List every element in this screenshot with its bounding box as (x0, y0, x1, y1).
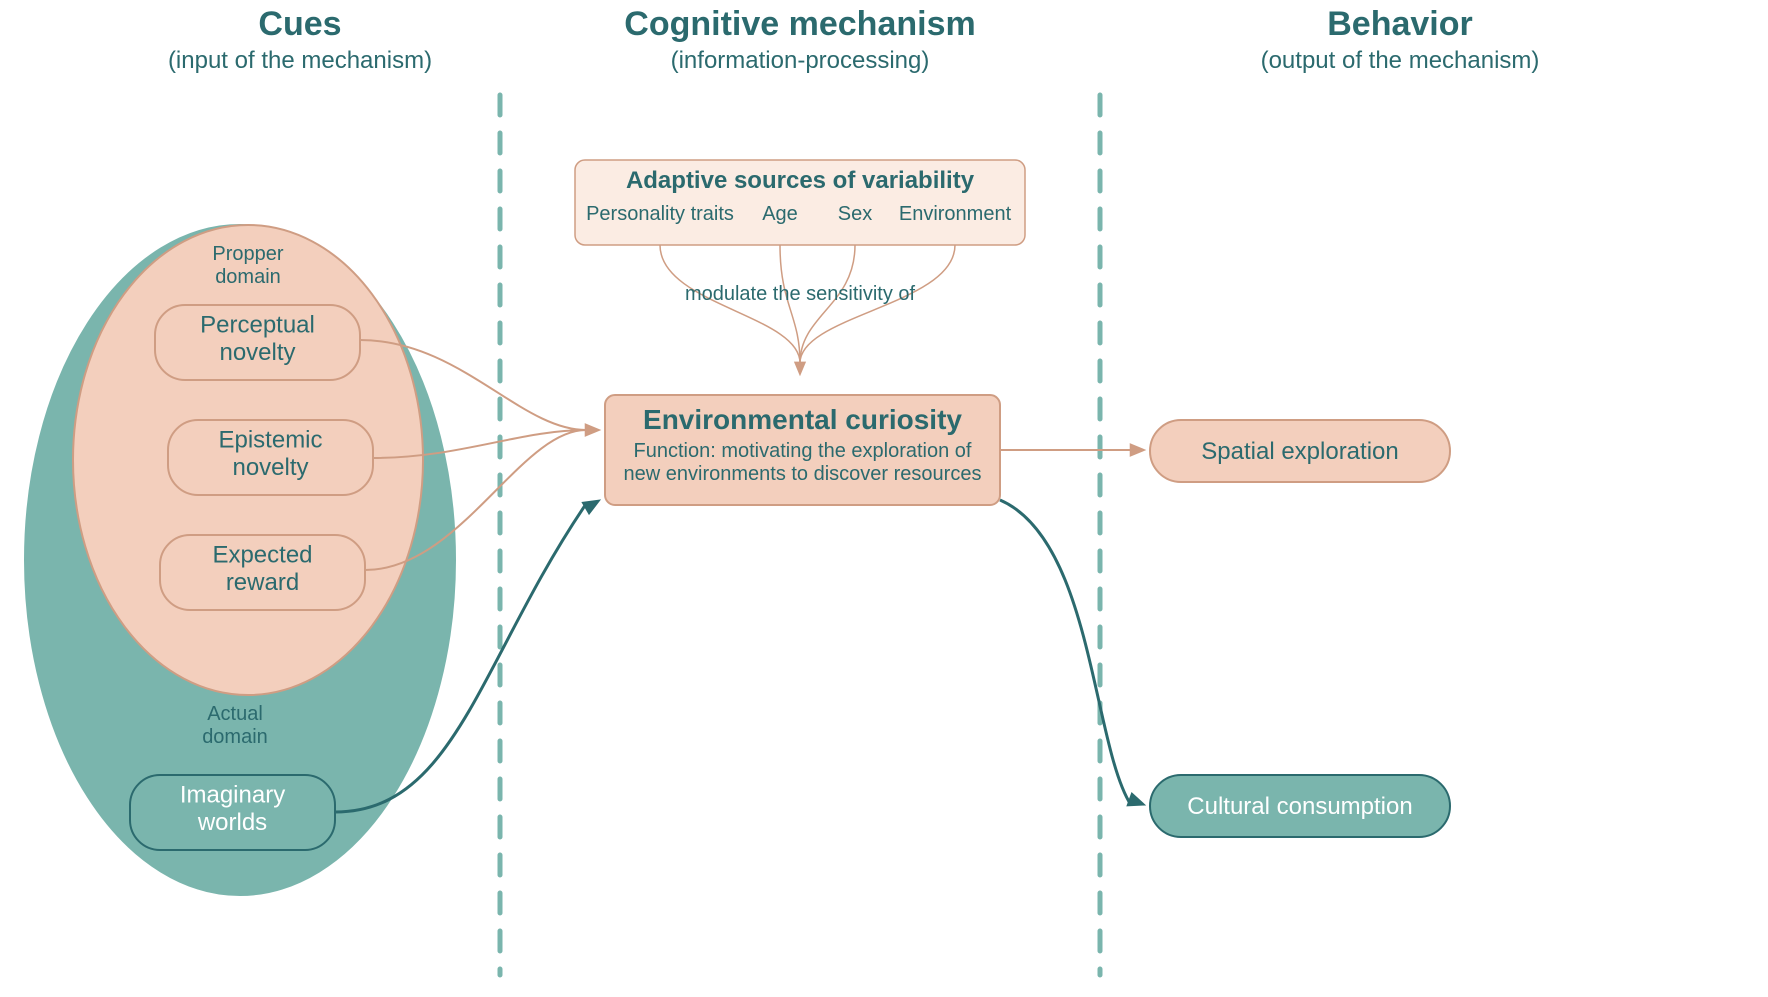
center-box-subtitle: Function: motivating the exploration ofn… (624, 440, 982, 485)
variability-item-3: Environment (899, 203, 1012, 225)
variability-caption: modulate the sensitivity of (685, 283, 916, 305)
cue-expected-reward-label: Expectedreward (212, 542, 312, 597)
variability-item-2: Sex (838, 203, 872, 225)
cue-epistemic-novelty-label: Epistemicnovelty (218, 427, 322, 482)
column-subtitle-mechanism: (information-processing) (671, 47, 930, 74)
variability-item-1: Age (762, 203, 798, 225)
variability-item-0: Personality traits (586, 203, 734, 225)
column-subtitle-behavior: (output of the mechanism) (1261, 47, 1540, 74)
behavior-spatial-exploration-label: Spatial exploration (1201, 438, 1398, 465)
behavior-cultural-consumption-label: Cultural consumption (1187, 793, 1412, 820)
proper-domain-label: Propperdomain (212, 243, 283, 288)
column-title-cues: Cues (258, 5, 341, 43)
column-title-mechanism: Cognitive mechanism (624, 5, 975, 43)
center-box-title: Environmental curiosity (643, 404, 962, 435)
column-subtitle-cues: (input of the mechanism) (168, 47, 432, 74)
variability-title: Adaptive sources of variability (626, 167, 975, 194)
actual-domain-label: Actualdomain (202, 703, 268, 748)
column-title-behavior: Behavior (1327, 5, 1473, 43)
